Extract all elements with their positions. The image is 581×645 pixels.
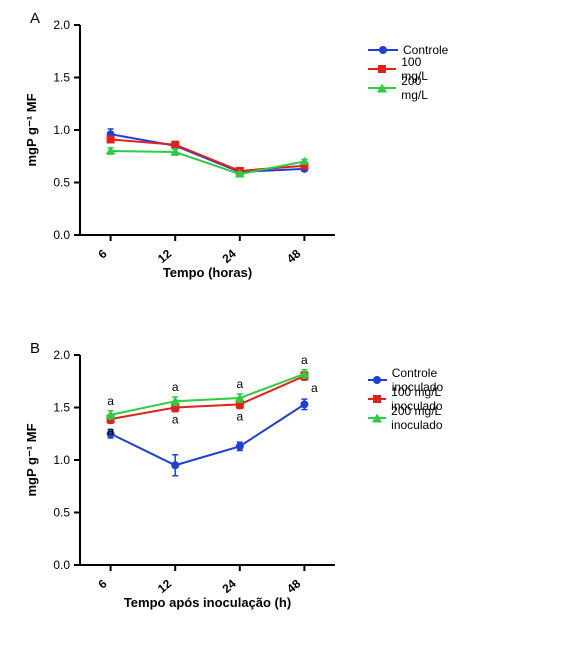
svg-text:0.5: 0.5 xyxy=(53,506,70,520)
legend-label-t200: 200 mg/L inoculado xyxy=(391,404,454,432)
svg-text:2.0: 2.0 xyxy=(53,348,70,362)
svg-text:a: a xyxy=(107,424,114,438)
legend-marker-t100 xyxy=(368,393,386,405)
svg-text:a: a xyxy=(301,353,308,367)
svg-text:Tempo após inoculação (h): Tempo após inoculação (h) xyxy=(124,595,291,610)
svg-text:12: 12 xyxy=(155,576,174,596)
svg-text:0.0: 0.0 xyxy=(53,558,70,572)
svg-text:a: a xyxy=(311,381,318,395)
legend-marker-controle xyxy=(368,374,387,386)
svg-text:1.0: 1.0 xyxy=(53,453,70,467)
chart-b-legend: Controle inoculado100 mg/L inoculado200 … xyxy=(368,372,454,429)
svg-text:24: 24 xyxy=(219,576,238,596)
svg-text:a: a xyxy=(236,409,243,423)
page: A 0.00.51.01.52.06122448mgP g⁻¹ MFTempo … xyxy=(0,0,581,645)
svg-text:mgP g⁻¹ MF: mgP g⁻¹ MF xyxy=(24,423,39,496)
svg-text:6: 6 xyxy=(95,576,109,591)
chart-b-svg: 0.0 0.5 1.0 1.5 2.0 6 12 24 48 mgP g⁻¹ MF Tempo ap… xyxy=(0,0,581,645)
svg-text:a: a xyxy=(107,394,114,408)
svg-text:a: a xyxy=(172,380,179,394)
legend-item-t200: 200 mg/L inoculado xyxy=(368,410,454,426)
svg-text:a: a xyxy=(236,377,243,391)
svg-text:a: a xyxy=(172,413,179,427)
svg-text:1.5: 1.5 xyxy=(53,401,70,415)
svg-text:48: 48 xyxy=(284,576,303,596)
legend-marker-t200 xyxy=(368,412,386,424)
